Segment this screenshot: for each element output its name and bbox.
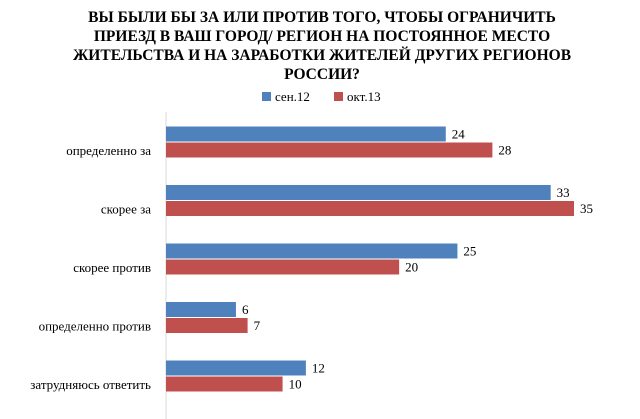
bar xyxy=(166,243,458,259)
bar xyxy=(166,142,493,158)
bar xyxy=(166,360,306,376)
bar xyxy=(166,201,574,216)
bar xyxy=(166,259,400,275)
legend-swatch-sep12 xyxy=(262,92,271,101)
bar xyxy=(166,318,248,333)
bar xyxy=(166,185,551,200)
legend-label-okt13: окт.13 xyxy=(347,89,381,104)
bars xyxy=(165,112,574,419)
chart-title-line-4: РОССИИ? xyxy=(284,66,360,83)
data-label: 24 xyxy=(452,127,466,142)
data-label: 28 xyxy=(498,143,511,158)
category-label: скорее за xyxy=(101,202,151,217)
data-label: 20 xyxy=(405,260,418,275)
category-label: определенно против xyxy=(39,319,151,334)
chart-title-line-2: ПРИЕЗД В ВАШ ГОРОД/ РЕГИОН НА ПОСТОЯННОЕ… xyxy=(94,28,550,45)
chart-title-line-1: ВЫ БЫЛИ БЫ ЗА ИЛИ ПРОТИВ ТОГО, ЧТОБЫ ОГР… xyxy=(88,9,556,26)
bar xyxy=(166,376,283,392)
legend: сен.12 окт.13 xyxy=(262,89,381,104)
data-label: 33 xyxy=(557,185,570,200)
data-label: 25 xyxy=(463,244,476,259)
data-label: 35 xyxy=(580,201,593,216)
data-label: 10 xyxy=(289,377,302,392)
value-labels: 24 28 33 35 25 20 67 12 10 xyxy=(242,127,593,392)
bar xyxy=(166,302,236,317)
category-label: затрудняюсь ответить xyxy=(30,377,151,392)
data-label: 6 xyxy=(242,302,249,317)
category-labels: определенно за скорее за скорее против опре… xyxy=(30,143,151,392)
category-label: скорее против xyxy=(73,260,151,275)
chart-title: ВЫ БЫЛИ БЫ ЗА ИЛИ ПРОТИВ ТОГО, ЧТОБЫ ОГР… xyxy=(73,9,571,83)
legend-swatch-okt13 xyxy=(334,92,343,101)
data-label: 7 xyxy=(254,318,261,333)
bar xyxy=(166,126,446,142)
category-label: определенно за xyxy=(66,143,151,158)
chart-title-line-3: ЖИТЕЛЬСТВА И НА ЗАРАБОТКИ ЖИТЕЛЕЙ ДРУГИХ… xyxy=(73,47,571,64)
legend-label-sep12: сен.12 xyxy=(275,89,310,104)
data-label: 12 xyxy=(312,361,325,376)
